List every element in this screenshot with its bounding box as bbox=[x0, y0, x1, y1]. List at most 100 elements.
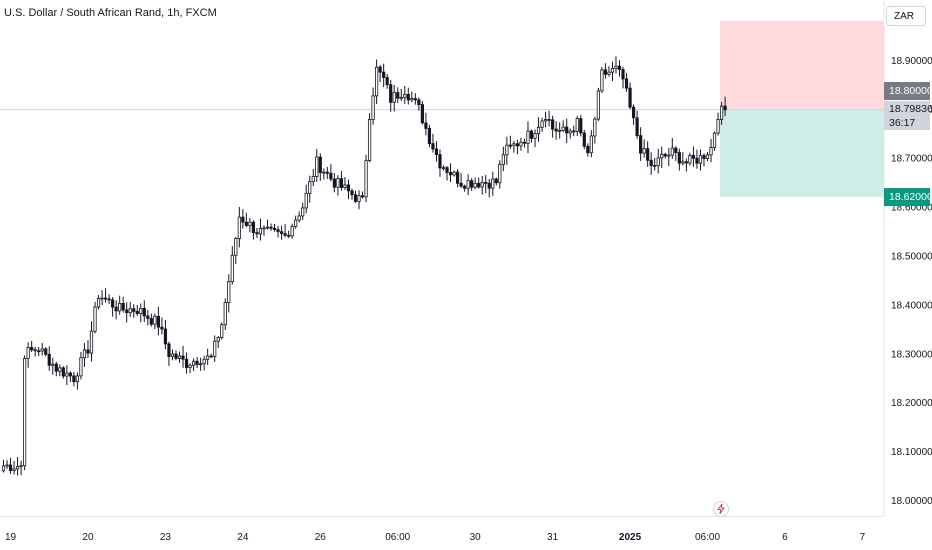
candle-body bbox=[660, 153, 664, 159]
candle-body bbox=[582, 132, 586, 147]
candle-body bbox=[589, 135, 593, 154]
candle-body bbox=[308, 181, 312, 194]
x-tick-label: 26 bbox=[315, 532, 327, 543]
candle-body bbox=[554, 128, 558, 132]
candle-body bbox=[498, 164, 502, 184]
candle-body bbox=[438, 154, 442, 169]
candle-body bbox=[290, 225, 294, 237]
candle-body bbox=[332, 178, 336, 188]
candle-body bbox=[558, 129, 562, 132]
chart-title: U.S. Dollar / South African Rand, 1h, FX… bbox=[4, 7, 217, 19]
candle-body bbox=[572, 130, 576, 133]
candle-body bbox=[649, 159, 653, 167]
candle-body bbox=[279, 231, 284, 235]
candle-body bbox=[163, 328, 168, 345]
candle-body bbox=[677, 152, 681, 164]
countdown-tag: 36:17 bbox=[884, 118, 930, 130]
candle-body bbox=[241, 216, 245, 223]
candle-body bbox=[494, 178, 498, 184]
candle-body bbox=[403, 93, 407, 98]
candle-body bbox=[30, 347, 34, 351]
x-tick-label: 20 bbox=[82, 532, 94, 543]
candle-body bbox=[551, 119, 555, 130]
lightning-icon[interactable] bbox=[713, 501, 729, 517]
candle-body bbox=[515, 143, 520, 147]
candle-body bbox=[33, 349, 37, 352]
candle-body bbox=[723, 105, 727, 111]
candle-body bbox=[357, 195, 361, 202]
stop-loss-zone bbox=[720, 20, 884, 110]
candle-body bbox=[223, 302, 227, 326]
candle-body bbox=[206, 355, 210, 360]
candle-body bbox=[596, 90, 600, 120]
candle-body bbox=[586, 145, 590, 154]
candle-body bbox=[262, 227, 266, 230]
candle-body bbox=[297, 215, 301, 221]
x-tick-label: 06:00 bbox=[695, 532, 720, 543]
candle-body bbox=[565, 126, 569, 134]
candle-body bbox=[681, 161, 685, 164]
candle-body bbox=[343, 184, 347, 188]
candle-body bbox=[491, 178, 495, 189]
candle-body bbox=[719, 105, 724, 120]
candle-body bbox=[181, 355, 185, 360]
candle-body bbox=[269, 226, 273, 229]
candle-body bbox=[364, 160, 368, 198]
candle-body bbox=[139, 307, 143, 314]
candle-body bbox=[336, 178, 340, 188]
candle-body bbox=[406, 93, 410, 101]
candle-body bbox=[480, 182, 484, 188]
candle-body bbox=[663, 153, 667, 157]
y-tick-label: 18.20000 bbox=[891, 398, 932, 409]
candle-body bbox=[375, 66, 379, 97]
candle-body bbox=[487, 182, 491, 189]
candle-body bbox=[107, 298, 111, 301]
candle-body bbox=[610, 68, 615, 73]
candle-body bbox=[420, 104, 424, 124]
candle-body bbox=[561, 126, 565, 131]
candle-body bbox=[579, 118, 583, 134]
target-price-tag: 18.80000 bbox=[884, 82, 932, 100]
candle-body bbox=[371, 95, 375, 120]
candle-body bbox=[716, 119, 720, 134]
candle-body bbox=[149, 318, 153, 325]
candle-body bbox=[413, 98, 417, 101]
candle-body bbox=[568, 130, 572, 134]
candle-body bbox=[325, 171, 329, 174]
currency-button[interactable]: ZAR bbox=[886, 6, 926, 26]
candle-body bbox=[318, 156, 322, 173]
candle-body bbox=[600, 69, 604, 92]
y-tick-label: 18.90000 bbox=[891, 56, 932, 67]
candle-body bbox=[135, 310, 139, 314]
candle-body bbox=[667, 154, 671, 157]
candle-body bbox=[287, 234, 291, 237]
candle-body bbox=[382, 71, 386, 78]
candle-body bbox=[339, 178, 344, 188]
candle-body bbox=[624, 78, 629, 89]
candle-body bbox=[132, 308, 136, 312]
candle-body bbox=[540, 120, 544, 128]
candle-body bbox=[283, 233, 287, 236]
candle-body bbox=[184, 358, 189, 368]
candle-body bbox=[160, 326, 164, 330]
candle-body bbox=[360, 195, 365, 198]
candle-body bbox=[89, 330, 94, 354]
candle-body bbox=[153, 315, 157, 325]
candle-body bbox=[125, 309, 129, 313]
candle-body bbox=[121, 302, 125, 311]
candle-body bbox=[37, 350, 41, 353]
candle-body bbox=[427, 128, 432, 145]
candle-body bbox=[459, 182, 463, 187]
candle-body bbox=[463, 185, 467, 189]
candle-body bbox=[441, 167, 446, 170]
candle-body bbox=[431, 143, 435, 150]
candle-body bbox=[695, 157, 699, 164]
candle-body bbox=[58, 367, 62, 372]
candle-body bbox=[631, 106, 636, 119]
candle-body bbox=[702, 155, 706, 159]
candle-body bbox=[1, 465, 6, 472]
candle-body bbox=[424, 122, 428, 129]
candle-body bbox=[705, 154, 710, 159]
candle-body bbox=[191, 360, 196, 366]
